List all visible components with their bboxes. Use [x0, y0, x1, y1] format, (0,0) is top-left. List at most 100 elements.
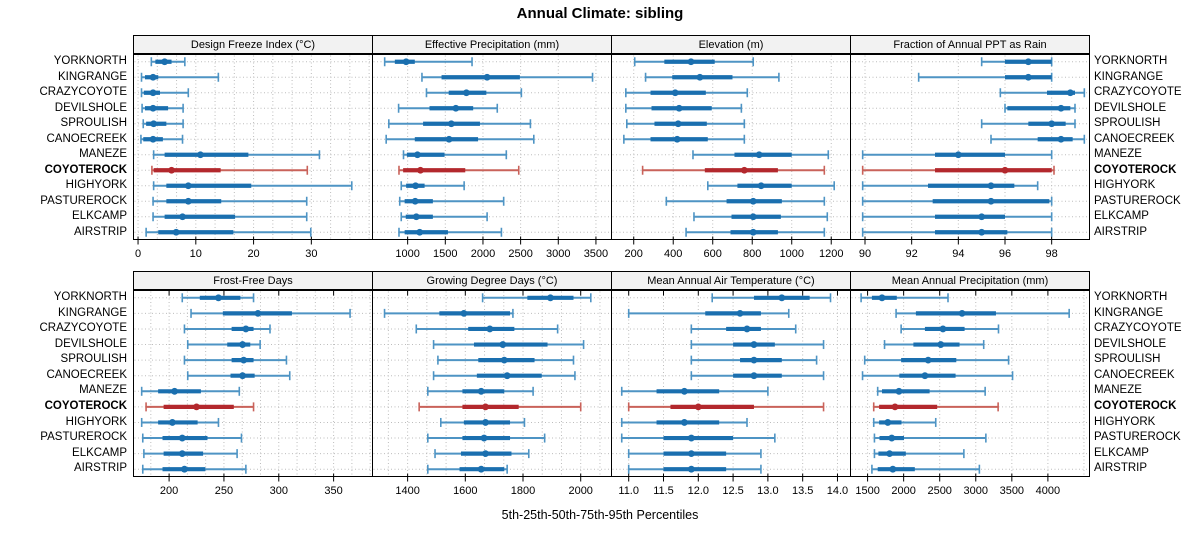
site-label-maneze: MANEZE: [79, 148, 127, 160]
site-label-elkcamp: ELKCAMP: [1094, 210, 1149, 222]
percentile-row-pasturerock: [861, 196, 1053, 206]
panel-border: [850, 54, 1090, 240]
percentile-row-canoecreek: [186, 371, 291, 381]
site-label-elkcamp: ELKCAMP: [1094, 446, 1149, 459]
site-label-crazycoyote: CRAZYCOYOTE: [39, 322, 127, 335]
percentile-row-crazycoyote: [900, 324, 1000, 334]
site-label-coyoterock: COYOTEROCK: [44, 163, 127, 176]
site-label-pasturerock: PASTUREROCK: [1094, 431, 1181, 444]
percentile-row-crazycoyote: [425, 88, 523, 98]
site-label-coyoterock: COYOTEROCK: [44, 400, 127, 413]
panel-canvas-mean-annual-air-temperature: 11.0 11.5 12.0 12.5 13.0 13.5 14.0: [611, 290, 851, 497]
percentile-row-airstrip: [145, 227, 312, 237]
panel-x-axis: 200 400 600 800 1000 1200: [625, 236, 843, 260]
percentile-row-highyork: [706, 181, 835, 191]
percentile-row-maneze: [620, 386, 769, 396]
site-label-sproulish: SPROULISH: [1094, 117, 1161, 129]
percentile-row-coyoterock: [861, 165, 1055, 175]
percentile-row-kingrange: [917, 72, 1053, 82]
percentile-row-pasturerock: [620, 433, 776, 443]
x-tick-label: 11.0: [618, 485, 639, 497]
site-label-highyork: HIGHYORK: [65, 415, 127, 428]
site-label-crazycoyote: CRAZYCOYOTE: [39, 86, 127, 98]
site-label-kingrange: KINGRANGE: [57, 306, 127, 319]
percentile-row-elkcamp: [143, 449, 238, 459]
site-label-sproulish: SPROULISH: [60, 353, 127, 366]
site-label-crazycoyote: CRAZYCOYOTE: [1094, 86, 1182, 98]
site-labels-right-top: YORKNORTH KINGRANGE CRAZYCOYOTE DEVILSHOLE S…: [1094, 54, 1200, 240]
panel-strip-growing-degree-days: Growing Degree Days (°C): [372, 271, 612, 290]
percentile-row-elkcamp: [152, 212, 308, 222]
page-title: Annual Climate: sibling: [516, 5, 684, 22]
x-tick-label: 12.5: [722, 485, 743, 497]
site-labels-left-bottom: YORKNORTH KINGRANGE CRAZYCOYOTE DEVILSHOLE S…: [0, 290, 127, 477]
percentile-row-maneze: [692, 150, 830, 160]
site-label-airstrip: AIRSTRIP: [1094, 225, 1148, 238]
percentile-row-elkcamp: [434, 449, 530, 459]
site-label-canoecreek: CANOECREEK: [1094, 368, 1175, 381]
site-label-pasturerock: PASTUREROCK: [40, 194, 127, 207]
percentile-row-pasturerock: [141, 433, 243, 443]
x-tick-label: 3500: [1000, 485, 1024, 497]
x-tick-label: 300: [270, 485, 288, 497]
panel-border: [372, 290, 612, 477]
percentile-row-highyork: [140, 417, 220, 427]
panel-canvas-elevation: 200 400 600 800 1000 1200: [611, 54, 851, 260]
site-label-sproulish: SPROULISH: [60, 117, 127, 129]
x-tick-label: 20: [247, 248, 259, 260]
site-label-pasturerock: PASTUREROCK: [1094, 194, 1181, 207]
x-tick-label: 1500: [433, 248, 457, 260]
percentile-row-pasturerock: [665, 196, 826, 206]
x-tick-label: 2500: [927, 485, 951, 497]
x-tick-label: 250: [215, 485, 233, 497]
panel-grid: [134, 291, 372, 476]
x-tick-label: 3500: [584, 248, 608, 260]
percentile-row-kingrange: [383, 308, 514, 318]
panel-canvas-mean-annual-precipitation: 1500 2000 2500 3000 3500 4000: [850, 290, 1090, 497]
panel-grid: [612, 55, 850, 239]
x-tick-label: 14.0: [827, 485, 848, 497]
percentile-row-devilshole: [690, 340, 825, 350]
percentile-row-yorknorth: [633, 57, 755, 67]
x-tick-label: 12.0: [688, 485, 709, 497]
site-label-airstrip: AIRSTRIP: [73, 462, 127, 475]
percentile-row-airstrip: [141, 464, 247, 474]
percentile-row-crazycoyote: [999, 88, 1086, 98]
percentile-row-kingrange: [190, 308, 351, 318]
percentile-row-airstrip: [861, 227, 1053, 237]
panel-border: [133, 54, 373, 240]
panel-x-axis: 90 92 94 96 98: [859, 236, 1058, 260]
site-label-yorknorth: YORKNORTH: [1094, 55, 1168, 67]
panel-strip-effective-precipitation: Effective Precipitation (mm): [372, 35, 612, 54]
percentile-row-airstrip: [398, 227, 503, 237]
percentile-row-sproulish: [437, 355, 575, 365]
site-label-elkcamp: ELKCAMP: [72, 446, 127, 459]
site-label-maneze: MANEZE: [79, 384, 127, 397]
percentile-row-coyoterock: [418, 402, 582, 412]
panel-border: [133, 290, 373, 477]
x-tick-label: 94: [952, 248, 964, 260]
percentile-row-pasturerock: [398, 196, 505, 206]
percentile-row-kingrange: [895, 308, 1070, 318]
panel-canvas-growing-degree-days: 1400 1600 1800 2000: [372, 290, 612, 497]
x-tick-label: 1000: [779, 248, 803, 260]
panel-strip-elevation: Elevation (m): [611, 35, 851, 54]
percentile-row-devilshole: [1004, 103, 1076, 113]
percentile-row-highyork: [400, 181, 465, 191]
site-label-yorknorth: YORKNORTH: [53, 291, 127, 303]
panel-x-axis: 1500 2000 2500 3000 3500 4000: [855, 290, 1060, 497]
x-tick-label: 1200: [819, 248, 843, 260]
percentile-row-airstrip: [871, 464, 981, 474]
percentile-row-highyork: [861, 181, 1039, 191]
x-tick-label: 0: [135, 248, 141, 260]
percentile-row-pasturerock: [873, 433, 987, 443]
panel-x-axis: 1400 1600 1800 2000: [395, 290, 593, 497]
site-label-devilshole: DEVILSHOLE: [1094, 337, 1167, 350]
panel-border: [372, 54, 612, 240]
percentile-row-yorknorth: [860, 293, 949, 303]
panel-strip-mean-annual-air-temperature: Mean Annual Air Temperature (°C): [611, 271, 851, 290]
site-labels-left-top: YORKNORTH KINGRANGE CRAZYCOYOTE DEVILSHOLE S…: [0, 54, 127, 240]
percentile-row-devilshole: [432, 340, 585, 350]
panel-x-axis: 0 10 20 30: [135, 236, 317, 260]
